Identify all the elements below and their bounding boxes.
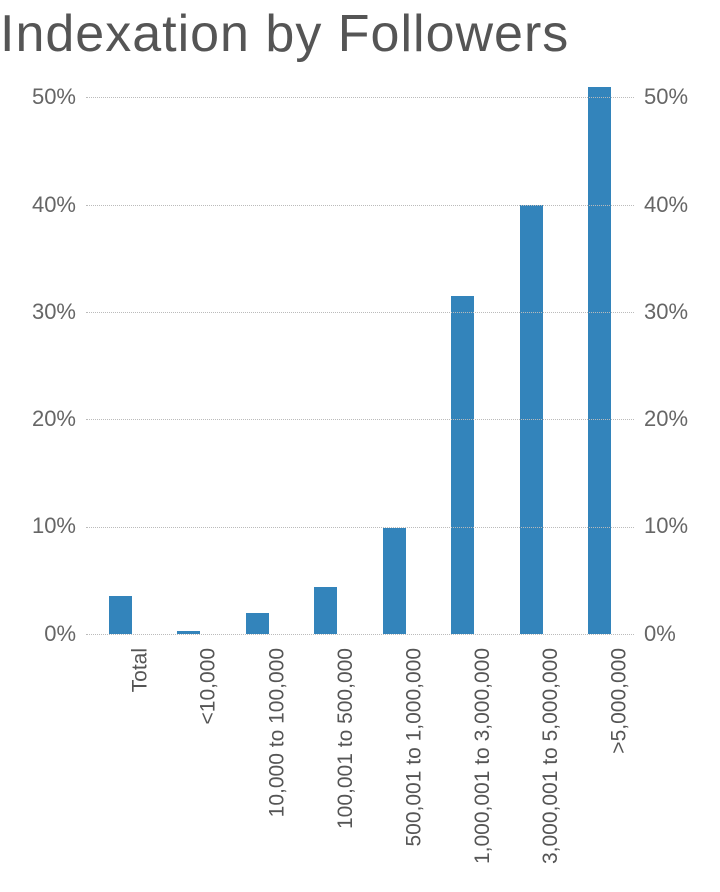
x-label-slot: <10,000 (155, 640, 224, 890)
grid-line (86, 312, 634, 313)
bar (383, 528, 406, 634)
x-axis-label: 3,000,001 to 5,000,000 (539, 648, 563, 864)
x-label-slot: >5,000,000 (566, 640, 635, 890)
chart-title: Indexation by Followers (0, 4, 720, 64)
x-label-slot: 3,000,001 to 5,000,000 (497, 640, 566, 890)
y-axis-label-right: 0% (644, 621, 708, 647)
bar-slot (497, 76, 566, 634)
chart-plot-area: 0%0%10%10%20%20%30%30%40%40%50%50% (0, 76, 720, 634)
y-axis-label-left: 40% (12, 192, 76, 218)
bar-slot (155, 76, 224, 634)
x-label-slot: 1,000,001 to 3,000,000 (429, 640, 498, 890)
grid-line (86, 419, 634, 420)
bar (588, 87, 611, 634)
grid-line (86, 634, 634, 635)
y-axis-label-left: 30% (12, 299, 76, 325)
y-axis-label-right: 20% (644, 406, 708, 432)
y-axis-label-right: 40% (644, 192, 708, 218)
x-label-slot: Total (86, 640, 155, 890)
bar-slot (86, 76, 155, 634)
x-axis-label: 100,001 to 500,000 (334, 648, 358, 829)
y-axis-label-right: 30% (644, 299, 708, 325)
x-axis-label: >5,000,000 (608, 648, 632, 754)
plot-region (86, 76, 634, 634)
grid-line (86, 527, 634, 528)
grid-line (86, 205, 634, 206)
grid-line (86, 97, 634, 98)
bar-slot (292, 76, 361, 634)
x-axis-label: 500,001 to 1,000,000 (402, 648, 426, 847)
y-axis-label-left: 20% (12, 406, 76, 432)
bar (314, 587, 337, 634)
bar-slot (223, 76, 292, 634)
y-axis-label-left: 50% (12, 84, 76, 110)
bar (246, 613, 269, 634)
bars-container (86, 76, 634, 634)
bar-slot (566, 76, 635, 634)
y-axis-label-right: 10% (644, 513, 708, 539)
x-label-slot: 10,000 to 100,000 (223, 640, 292, 890)
bar-slot (429, 76, 498, 634)
x-axis-label: <10,000 (197, 648, 221, 725)
x-axis-label: 10,000 to 100,000 (265, 648, 289, 817)
y-axis-label-right: 50% (644, 84, 708, 110)
x-axis-labels: Total <10,000 10,000 to 100,000 100,001 to … (86, 640, 634, 890)
x-label-slot: 500,001 to 1,000,000 (360, 640, 429, 890)
bar (109, 596, 132, 634)
x-axis-label: Total (128, 648, 152, 692)
y-axis-label-left: 0% (12, 621, 76, 647)
x-label-slot: 100,001 to 500,000 (292, 640, 361, 890)
bar (451, 296, 474, 634)
y-axis-label-left: 10% (12, 513, 76, 539)
bar-slot (360, 76, 429, 634)
x-axis-label: 1,000,001 to 3,000,000 (471, 648, 495, 864)
